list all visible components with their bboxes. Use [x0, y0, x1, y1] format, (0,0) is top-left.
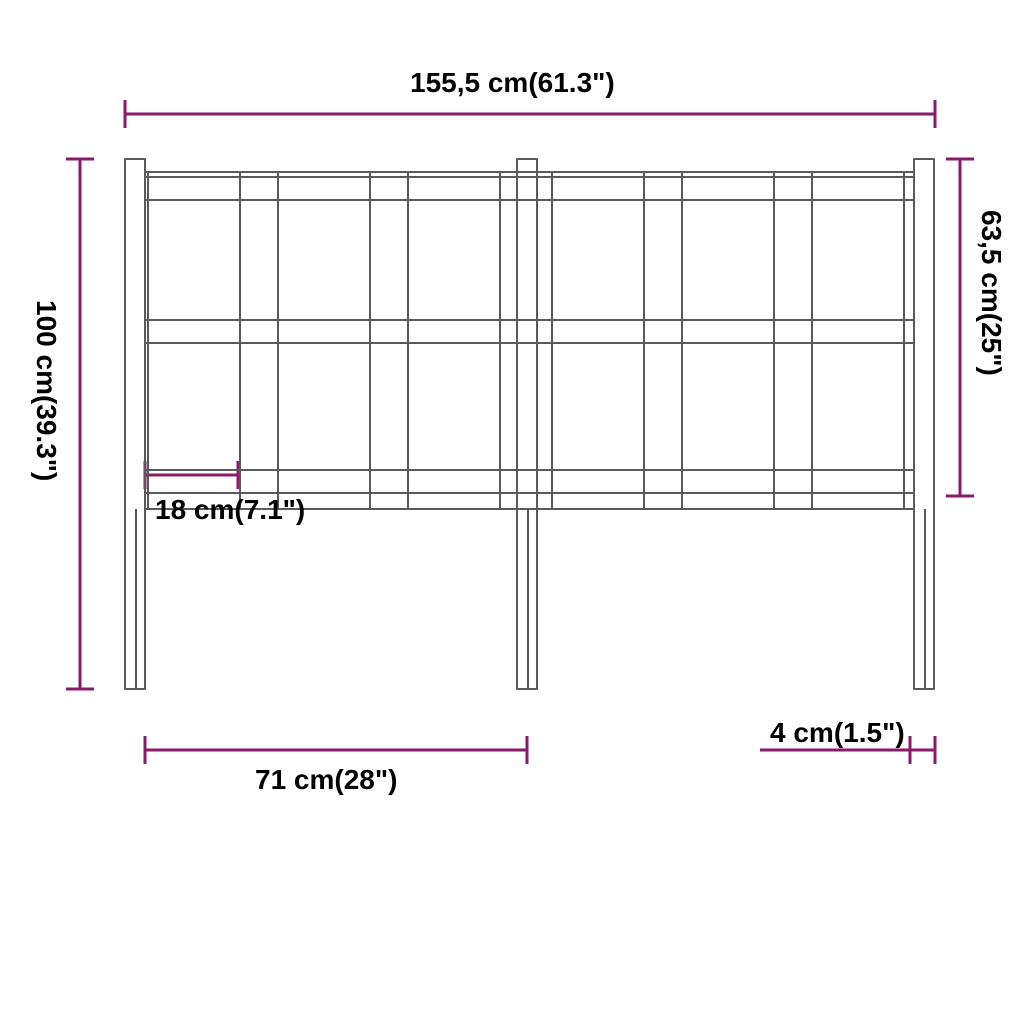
leg-center: [517, 159, 537, 689]
dim-legspan: [145, 736, 527, 764]
label-depth: 4 cm(1.5"): [770, 718, 905, 749]
label-height-right: 63,5 cm(25"): [975, 210, 1006, 376]
label-width-top: 155,5 cm(61.3"): [410, 68, 615, 99]
leg-right: [914, 159, 934, 689]
diagram-stage: 155,5 cm(61.3") 100 cm(39.3") 63,5 cm(25…: [0, 0, 1024, 1024]
headboard-object: [125, 159, 934, 689]
label-slat: 18 cm(7.1"): [155, 495, 305, 526]
drawing-svg: [0, 0, 1024, 1024]
dim-right: [946, 159, 974, 496]
dim-slat: [145, 461, 238, 489]
dim-left: [66, 159, 94, 689]
label-height-left: 100 cm(39.3"): [30, 300, 61, 481]
dim-top: [125, 100, 935, 128]
leg-left: [125, 159, 145, 689]
label-legspan: 71 cm(28"): [255, 765, 397, 796]
